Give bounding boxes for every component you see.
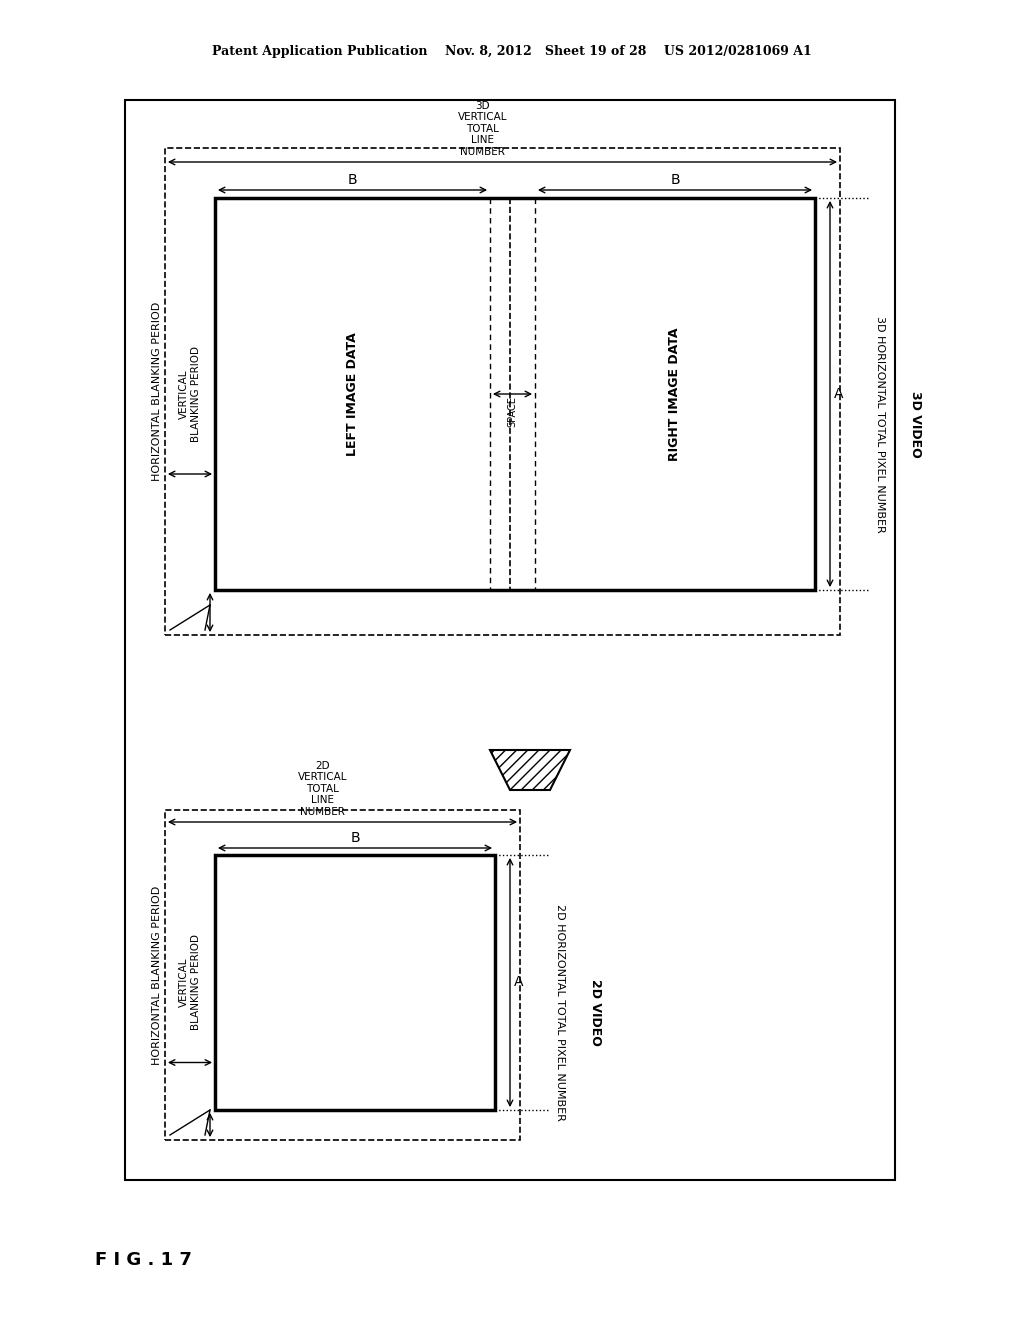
Text: 3D VIDEO: 3D VIDEO — [908, 391, 922, 457]
Text: 2D VIDEO: 2D VIDEO — [589, 979, 601, 1045]
Text: F I G . 1 7: F I G . 1 7 — [95, 1251, 191, 1269]
Text: A: A — [834, 387, 844, 401]
Text: 2D
VERTICAL
TOTAL
LINE
NUMBER: 2D VERTICAL TOTAL LINE NUMBER — [298, 760, 347, 817]
Text: B: B — [350, 832, 359, 845]
Text: HORIZONTAL BLANKING PERIOD: HORIZONTAL BLANKING PERIOD — [152, 302, 162, 480]
Text: B: B — [348, 173, 357, 187]
Bar — [165, 148, 840, 635]
Text: RIGHT IMAGE DATA: RIGHT IMAGE DATA — [669, 327, 682, 461]
Bar — [165, 810, 520, 1140]
Bar — [215, 198, 815, 590]
Text: 3D
VERTICAL
TOTAL
LINE
NUMBER: 3D VERTICAL TOTAL LINE NUMBER — [458, 100, 507, 157]
Bar — [125, 100, 895, 1180]
Text: 2D HORIZONTAL TOTAL PIXEL NUMBER: 2D HORIZONTAL TOTAL PIXEL NUMBER — [555, 904, 565, 1121]
Text: VERTICAL
BLANKING PERIOD: VERTICAL BLANKING PERIOD — [179, 935, 201, 1031]
Text: LEFT IMAGE DATA: LEFT IMAGE DATA — [346, 333, 359, 455]
Text: B: B — [670, 173, 680, 187]
Text: 3D HORIZONTAL TOTAL PIXEL NUMBER: 3D HORIZONTAL TOTAL PIXEL NUMBER — [874, 315, 885, 532]
Text: VERTICAL
BLANKING PERIOD: VERTICAL BLANKING PERIOD — [179, 346, 201, 442]
Polygon shape — [490, 750, 570, 789]
Text: A: A — [514, 975, 523, 990]
Text: SPACE: SPACE — [508, 396, 517, 428]
Bar — [215, 855, 495, 1110]
Text: Patent Application Publication    Nov. 8, 2012   Sheet 19 of 28    US 2012/02810: Patent Application Publication Nov. 8, 2… — [212, 45, 812, 58]
Text: HORIZONTAL BLANKING PERIOD: HORIZONTAL BLANKING PERIOD — [152, 886, 162, 1065]
